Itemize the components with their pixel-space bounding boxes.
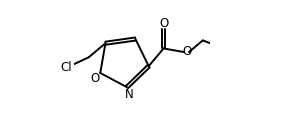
Text: O: O [159, 17, 168, 30]
Text: O: O [91, 72, 100, 85]
Text: N: N [124, 88, 133, 101]
Text: O: O [182, 45, 192, 58]
Text: Cl: Cl [60, 61, 72, 74]
